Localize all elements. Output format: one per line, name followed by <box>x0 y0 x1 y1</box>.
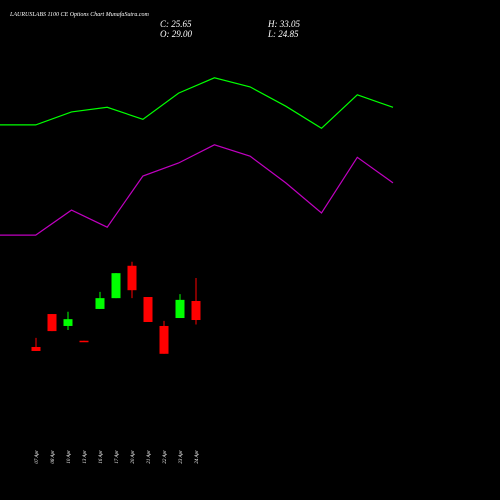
x-tick-label: 24 Apr <box>195 450 200 464</box>
candle-body <box>95 298 105 309</box>
chart-title: LAURUSLABS 1100 CE Options Chart MunafaS… <box>9 11 150 18</box>
candle-body <box>111 273 121 299</box>
x-tick-label: 07 Apr <box>35 450 40 464</box>
close-label: C: 25.65 <box>160 19 192 29</box>
x-tick-label: 23 Apr <box>179 450 184 464</box>
indicator-line <box>0 77 394 130</box>
candle-body <box>191 300 201 321</box>
x-tick-label: 08 Apr <box>51 450 56 464</box>
candle-body <box>127 265 137 291</box>
low-label: L: 24.85 <box>267 29 299 39</box>
open-label: O: 29.00 <box>160 29 192 39</box>
candle-body <box>143 297 153 322</box>
x-tick-label: 22 Apr <box>163 450 168 464</box>
x-tick-label: 17 Apr <box>115 450 120 464</box>
indicator-line <box>0 144 394 236</box>
x-tick-label: 10 Apr <box>67 450 72 464</box>
candle-body <box>31 346 41 351</box>
candle-body <box>175 299 185 319</box>
high-label: H: 33.05 <box>267 19 300 29</box>
candle-body <box>63 319 73 326</box>
candle-body <box>79 340 89 343</box>
candle-body <box>159 325 169 354</box>
x-tick-label: 16 Apr <box>99 450 104 464</box>
x-tick-label: 13 Apr <box>83 450 88 464</box>
x-tick-label: 20 Apr <box>131 450 136 464</box>
candle-body <box>47 314 57 332</box>
x-tick-label: 21 Apr <box>147 450 152 464</box>
